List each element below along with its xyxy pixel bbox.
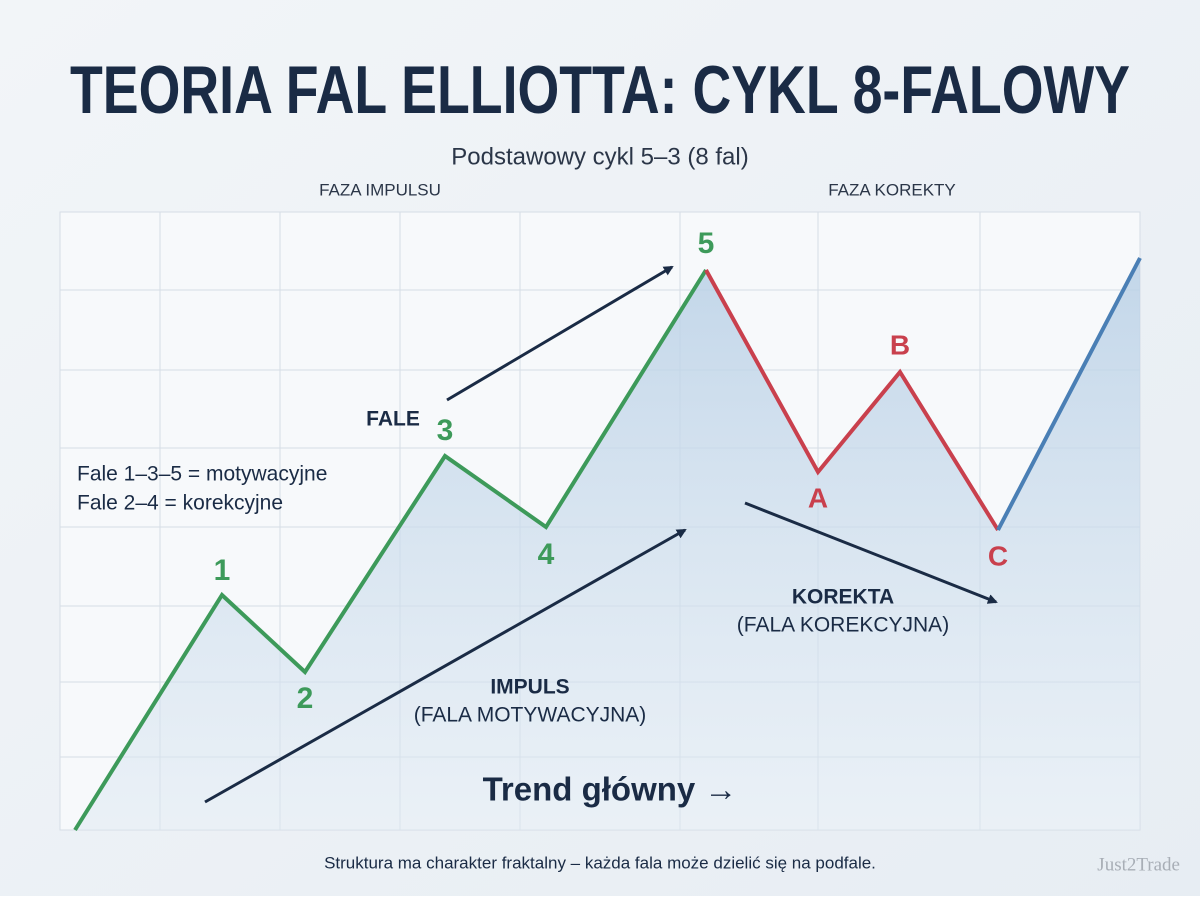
wave-label: 1 — [214, 554, 231, 587]
phase-label: FAZA KOREKTY — [828, 180, 956, 199]
trend-label: Trend główny → — [483, 771, 738, 808]
subtitle: Podstawowy cykl 5–3 (8 fal) — [451, 143, 748, 170]
note: Fale 2–4 = korekcyjne — [77, 492, 283, 515]
impulse-wave — [73, 268, 708, 832]
wave-label: 5 — [698, 227, 715, 260]
impulse-labels: 1 2 3 4 5 — [214, 227, 715, 715]
wave-label: 3 — [437, 414, 454, 447]
title: TEORIA FAL ELLIOTTA: CYKL 8-FALOWY — [70, 52, 1130, 128]
arrows — [204, 265, 998, 804]
watermark: Just2Trade — [1097, 854, 1180, 875]
next-wave — [996, 257, 1142, 531]
note: Fale 1–3–5 = motywacyjne — [77, 463, 327, 486]
correction-labels: A B C — [808, 329, 1008, 571]
wave-area — [75, 258, 1140, 830]
correction-wave — [704, 269, 1000, 532]
footer: Struktura ma charakter fraktalny – każda… — [324, 853, 876, 872]
wave-label: 2 — [297, 682, 314, 715]
waves-label: FALE — [366, 408, 420, 431]
correction-title: KOREKTA — [792, 586, 894, 609]
wave-label: 4 — [538, 538, 555, 571]
impulse-title: IMPULS — [490, 676, 569, 699]
impulse-subtitle: (FALA MOTYWACYJNA) — [414, 704, 647, 727]
wave-label: A — [808, 482, 828, 513]
phase-label: FAZA IMPULSU — [319, 180, 441, 199]
correction-subtitle: (FALA KOREKCYJNA) — [737, 614, 949, 637]
wave-label: B — [890, 329, 910, 360]
wave-label: C — [988, 540, 1008, 571]
